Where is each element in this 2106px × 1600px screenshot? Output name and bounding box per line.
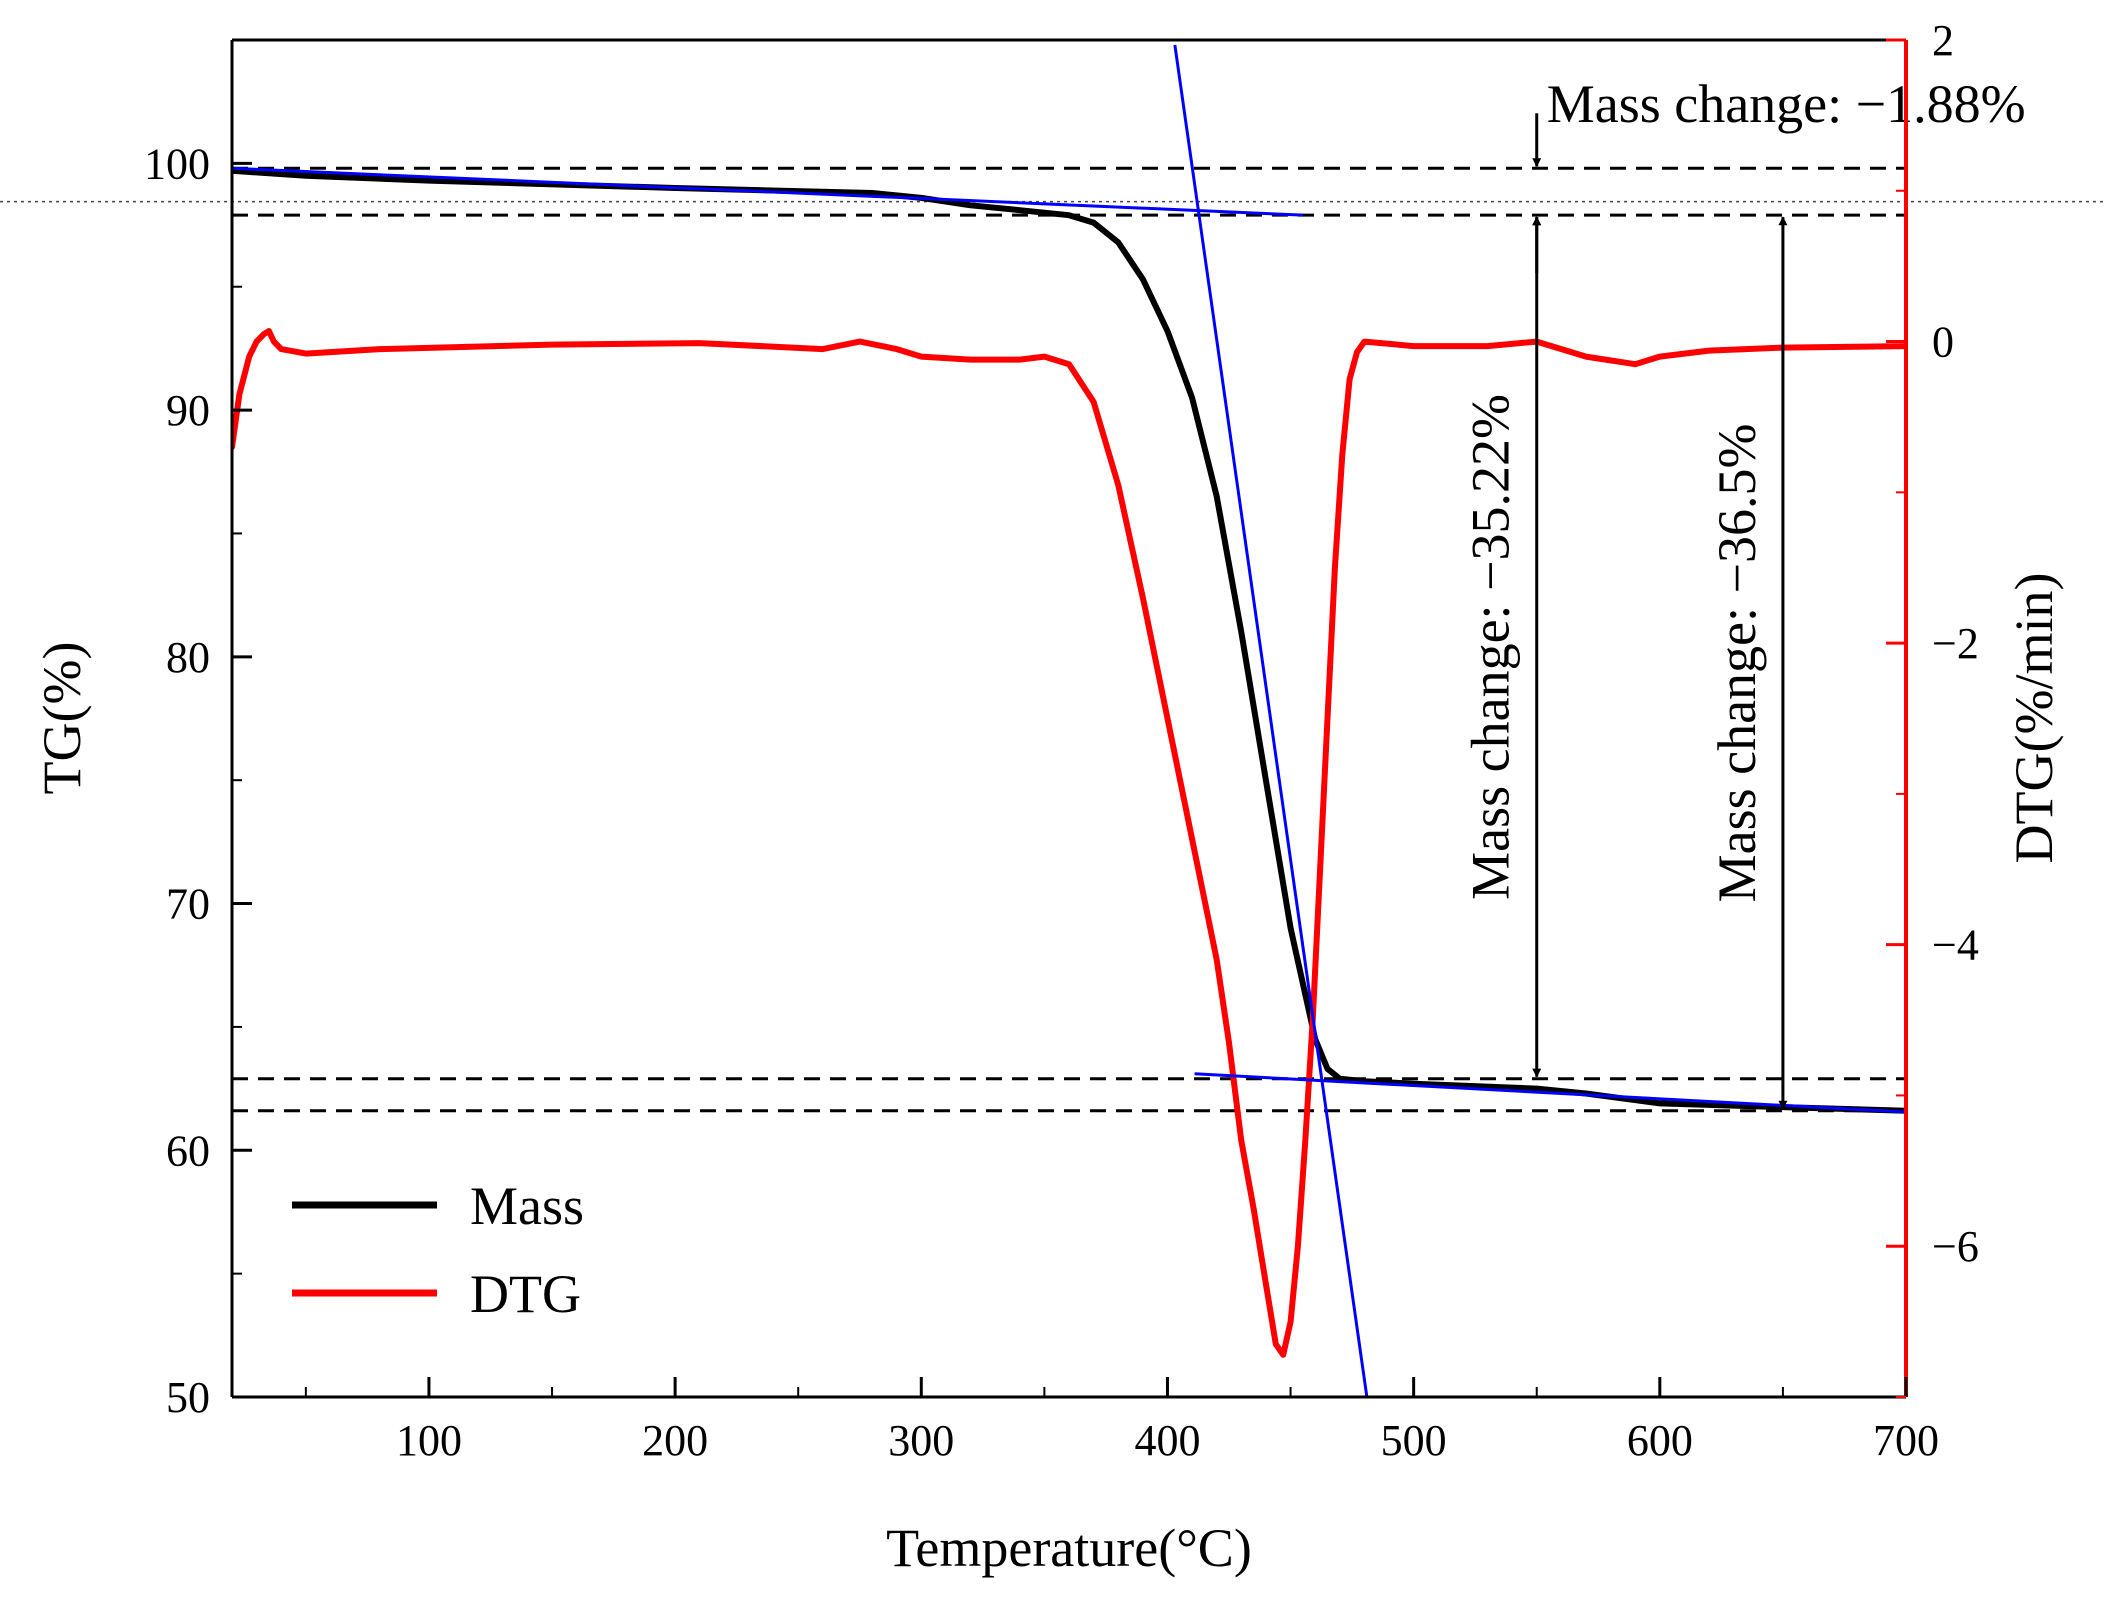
y-left-tick-label: 50	[166, 1373, 210, 1422]
legend: Mass DTG	[292, 1176, 584, 1324]
y-right-tick-label: 0	[1932, 318, 1954, 367]
x-tick-label: 200	[642, 1416, 708, 1465]
mass-change-label-1: Mass change: −1.88%	[1547, 74, 2026, 134]
axes: 100 200 300 400 500 600 700 50 60 70 80 90 100 −6 −4 −2…	[144, 16, 1979, 1465]
legend-label-mass: Mass	[470, 1176, 584, 1236]
x-axis-title: Temperature(°C)	[886, 1518, 1252, 1578]
tangent-line-1	[232, 166, 1303, 217]
x-tick-label: 500	[1381, 1416, 1447, 1465]
annotations: Mass change: −1.88% Mass change: −35.22% M…	[1461, 74, 2026, 1110]
legend-label-dtg: DTG	[470, 1264, 581, 1324]
x-tick-label: 400	[1134, 1416, 1200, 1465]
tangent-line-2	[1173, 44, 1369, 1397]
y-left-tick-label: 100	[144, 139, 210, 188]
y-left-axis-title: TG(%)	[32, 642, 92, 795]
y-right-axis-title: DTG(%/min)	[2004, 573, 2064, 864]
mass-change-label-2: Mass change: −35.22%	[1461, 394, 1521, 900]
x-tick-label: 300	[888, 1416, 954, 1465]
x-tick-label: 700	[1873, 1416, 1939, 1465]
y-left-tick-label: 60	[166, 1126, 210, 1175]
y-left-tick-label: 90	[166, 386, 210, 435]
y-right-tick-label: −4	[1932, 921, 1979, 970]
y-right-tick-label: −6	[1932, 1222, 1979, 1271]
y-right-tick-label: −2	[1932, 619, 1979, 668]
mass-change-label-3: Mass change: −36.5%	[1707, 424, 1767, 903]
x-tick-label: 100	[396, 1416, 462, 1465]
y-left-tick-label: 80	[166, 633, 210, 682]
dtg-series-line	[232, 328, 1906, 1358]
tangent-line-3	[1194, 1072, 1906, 1114]
x-tick-label: 600	[1627, 1416, 1693, 1465]
data-series	[232, 167, 1906, 1358]
reference-lines	[0, 166, 2106, 1113]
y-left-tick-label: 70	[166, 880, 210, 929]
mass-series-line	[232, 167, 1906, 1114]
y-right-tick-label: 2	[1932, 16, 1954, 65]
tangent-lines	[232, 44, 1906, 1397]
